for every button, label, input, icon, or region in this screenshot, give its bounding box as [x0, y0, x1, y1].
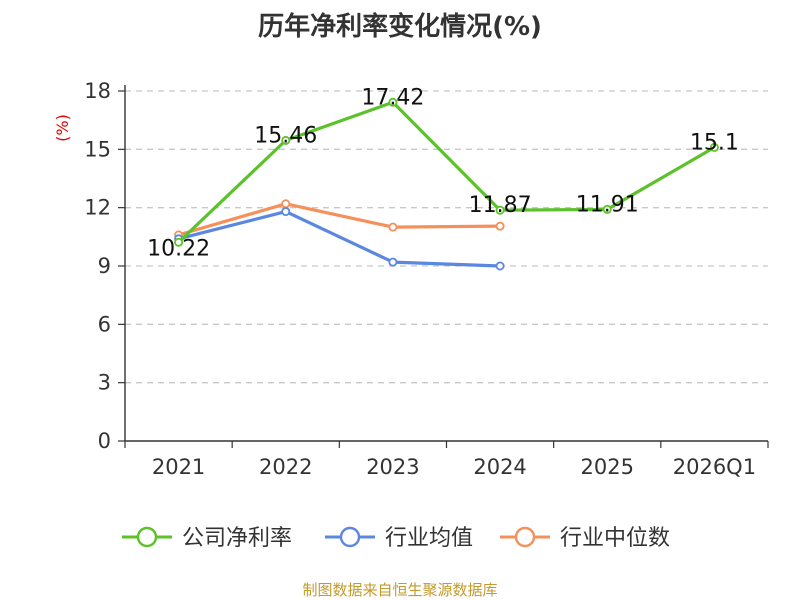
y-tick-label: 15 [84, 137, 111, 161]
legend-item[interactable]: 行业均值 [325, 526, 473, 551]
legend-label: 行业均值 [385, 526, 473, 551]
axes: 0 3 6 9 12 15 18 2021 2022 2023 2024 2025 2026Q1 [84, 79, 769, 479]
legend-marker [136, 526, 158, 548]
data-point [495, 221, 505, 231]
data-point [495, 261, 505, 271]
data-point [602, 204, 612, 214]
data-point [388, 97, 398, 107]
y-tick-label: 18 [84, 79, 111, 103]
data-point [281, 135, 291, 145]
series-line [178, 209, 501, 268]
x-tick-label: 2024 [473, 455, 526, 479]
data-label: 10.22 [147, 236, 210, 261]
legend-marker [514, 526, 536, 548]
x-tick-label: 2023 [366, 455, 419, 479]
series-3 [174, 199, 505, 240]
data-label: 15.1 [690, 130, 739, 155]
y-tick-label: 3 [98, 371, 111, 395]
data-point [174, 237, 184, 247]
legend-item[interactable]: 行业中位数 [500, 526, 670, 551]
data-labels: 10.22 15.46 17.42 11.87 11.91 15.1 [147, 85, 739, 261]
grid-lines [125, 90, 768, 384]
legend-label: 行业中位数 [560, 526, 670, 551]
legend: 公司净利率 行业均值 行业中位数 [122, 526, 670, 551]
series-line [177, 100, 716, 244]
data-point [495, 205, 505, 215]
y-tick-label: 9 [98, 254, 111, 278]
data-label: 11.87 [469, 193, 532, 218]
y-tick-label: 6 [98, 312, 111, 336]
series-2 [174, 207, 505, 271]
x-tick-label: 2026Q1 [673, 455, 756, 479]
x-tick-label: 2025 [581, 455, 634, 479]
y-tick-label: 0 [98, 429, 111, 453]
chart-title: 历年净利率变化情况(%) [258, 12, 542, 42]
x-tick-label: 2022 [259, 455, 312, 479]
data-point [281, 199, 291, 209]
data-label: 17.42 [361, 85, 424, 110]
series-1 [174, 97, 719, 247]
data-point [281, 207, 291, 217]
series-lines [174, 97, 719, 271]
data-point [388, 222, 398, 232]
y-tick-label: 12 [84, 196, 111, 220]
data-point [709, 142, 719, 152]
y-axis-unit-label: (%) [53, 114, 72, 142]
legend-item[interactable]: 公司净利率 [122, 526, 292, 551]
data-label: 15.46 [254, 123, 317, 148]
source-note: 制图数据来自恒生聚源数据库 [302, 581, 498, 599]
data-label: 11.91 [576, 192, 639, 217]
x-tick-label: 2021 [152, 455, 205, 479]
legend-label: 公司净利率 [182, 526, 292, 551]
series-line [178, 202, 501, 237]
legend-marker [339, 526, 361, 548]
data-point [388, 257, 398, 267]
